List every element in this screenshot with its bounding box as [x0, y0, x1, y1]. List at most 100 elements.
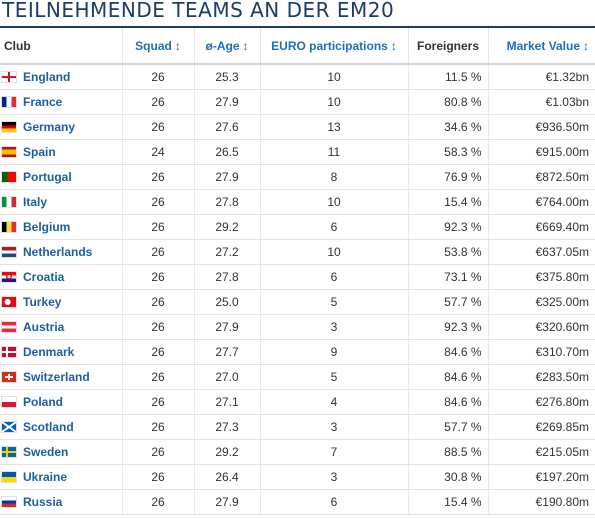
squad-cell: 26 — [122, 64, 195, 90]
euro-participations-cell: 7 — [260, 439, 409, 465]
club-cell: France — [0, 89, 123, 115]
flag-ukraine-icon — [2, 471, 16, 482]
age-cell: 27.8 — [194, 264, 261, 290]
flag-france-icon — [2, 96, 16, 107]
club-link[interactable]: Italy — [23, 194, 48, 209]
flag-croatia-icon — [2, 271, 16, 282]
euro-participations-cell: 6 — [260, 214, 409, 240]
sort-icon[interactable]: ↕ — [583, 38, 589, 53]
age-cell: 27.9 — [194, 89, 261, 115]
club-link[interactable]: Belgium — [23, 219, 71, 234]
club-link[interactable]: Russia — [23, 494, 63, 509]
squad-cell: 26 — [122, 264, 195, 290]
club-link[interactable]: Denmark — [23, 344, 75, 359]
club-link[interactable]: Austria — [23, 319, 65, 334]
market-value-cell: €669.40m — [488, 214, 595, 240]
club-link[interactable]: Netherlands — [23, 244, 93, 259]
market-value-cell: €872.50m — [488, 164, 595, 190]
club-link[interactable]: Sweden — [23, 444, 69, 459]
market-value-cell: €764.00m — [488, 189, 595, 215]
club-cell: Scotland — [0, 414, 123, 440]
foreigners-cell: 57.7 % — [408, 414, 489, 440]
age-cell: 27.9 — [194, 164, 261, 190]
club-link[interactable]: Croatia — [23, 269, 65, 284]
foreigners-cell: 15.4 % — [408, 189, 489, 215]
age-cell: 25.0 — [194, 289, 261, 315]
squad-cell: 26 — [122, 164, 195, 190]
column-header-age-label[interactable]: ø-Age — [205, 38, 240, 53]
table-row: Germany 26 27.6 13 34.6 % €936.50m — [0, 114, 595, 140]
column-header-squad-label[interactable]: Squad — [135, 38, 172, 53]
club-link[interactable]: Portugal — [23, 169, 72, 184]
market-value-cell: €936.50m — [488, 114, 595, 140]
squad-cell: 26 — [122, 314, 195, 340]
column-header-age[interactable]: ø-Age ↕ — [194, 28, 261, 65]
sort-icon[interactable]: ↕ — [390, 38, 397, 53]
table-row: Portugal 26 27.9 8 76.9 % €872.50m — [0, 164, 595, 190]
club-cell: England — [0, 64, 123, 90]
column-header-euro-participations[interactable]: EURO participations ↕ — [260, 28, 409, 65]
column-header-market-value-label[interactable]: Market Value — [506, 38, 580, 53]
table-row: Russia 26 27.9 6 15.4 % €190.80m — [0, 489, 595, 515]
club-cell: Netherlands — [0, 239, 123, 265]
euro-participations-cell: 10 — [260, 89, 409, 115]
flag-sweden-icon — [2, 446, 16, 457]
foreigners-cell: 57.7 % — [408, 289, 489, 315]
teams-table: Club Squad ↕ ø-Age ↕ EURO participations ↕ … — [0, 28, 595, 515]
sort-icon[interactable]: ↕ — [174, 38, 181, 53]
club-link[interactable]: Poland — [23, 394, 64, 409]
sort-icon[interactable]: ↕ — [242, 38, 249, 53]
market-value-cell: €215.05m — [488, 439, 595, 465]
flag-netherlands-icon — [2, 246, 16, 257]
club-link[interactable]: Germany — [23, 119, 76, 134]
table-row: England 26 25.3 10 11.5 % €1.32bn — [0, 64, 595, 90]
market-value-cell: €915.00m — [488, 139, 595, 165]
euro-participations-cell: 9 — [260, 339, 409, 365]
market-value-cell: €375.80m — [488, 264, 595, 290]
foreigners-cell: 92.3 % — [408, 314, 489, 340]
flag-poland-icon — [2, 396, 16, 407]
euro-participations-cell: 3 — [260, 414, 409, 440]
euro-participations-cell: 3 — [260, 464, 409, 490]
club-link[interactable]: Scotland — [23, 419, 74, 434]
column-header-foreigners-label: Foreigners — [416, 38, 479, 53]
market-value-cell: €190.80m — [488, 489, 595, 515]
foreigners-cell: 88.5 % — [408, 439, 489, 465]
table-row: Italy 26 27.8 10 15.4 % €764.00m — [0, 189, 595, 215]
euro-participations-cell: 11 — [260, 139, 409, 165]
club-link[interactable]: Spain — [23, 144, 56, 159]
club-link[interactable]: Turkey — [23, 294, 62, 309]
age-cell: 26.5 — [194, 139, 261, 165]
column-header-squad[interactable]: Squad ↕ — [122, 28, 195, 65]
foreigners-cell: 11.5 % — [408, 64, 489, 90]
column-header-market-value[interactable]: Market Value ↕ — [488, 28, 595, 65]
market-value-cell: €269.85m — [488, 414, 595, 440]
page-header: TEILNEHMENDE TEAMS AN DER EM20 — [0, 0, 595, 28]
foreigners-cell: 34.6 % — [408, 114, 489, 140]
age-cell: 27.9 — [194, 489, 261, 515]
euro-participations-cell: 10 — [260, 189, 409, 215]
squad-cell: 26 — [122, 189, 195, 215]
market-value-cell: €283.50m — [488, 364, 595, 390]
squad-cell: 26 — [122, 114, 195, 140]
market-value-cell: €310.70m — [488, 339, 595, 365]
club-link[interactable]: Switzerland — [23, 369, 90, 384]
club-link[interactable]: England — [23, 70, 71, 85]
squad-cell: 26 — [122, 214, 195, 240]
club-link[interactable]: France — [23, 94, 63, 109]
table-row: Scotland 26 27.3 3 57.7 % €269.85m — [0, 414, 595, 440]
foreigners-cell: 15.4 % — [408, 489, 489, 515]
flag-italy-icon — [2, 196, 16, 207]
foreigners-cell: 53.8 % — [408, 239, 489, 265]
age-cell: 27.2 — [194, 239, 261, 265]
table-row: France 26 27.9 10 80.8 % €1.03bn — [0, 89, 595, 115]
column-header-euro-label[interactable]: EURO participations — [271, 38, 388, 53]
market-value-cell: €325.00m — [488, 289, 595, 315]
euro-participations-cell: 8 — [260, 164, 409, 190]
age-cell: 27.6 — [194, 114, 261, 140]
market-value-cell: €276.80m — [488, 389, 595, 415]
squad-cell: 26 — [122, 339, 195, 365]
club-link[interactable]: Ukraine — [23, 469, 68, 484]
age-cell: 29.2 — [194, 439, 261, 465]
table-row: Switzerland 26 27.0 5 84.6 % €283.50m — [0, 364, 595, 390]
